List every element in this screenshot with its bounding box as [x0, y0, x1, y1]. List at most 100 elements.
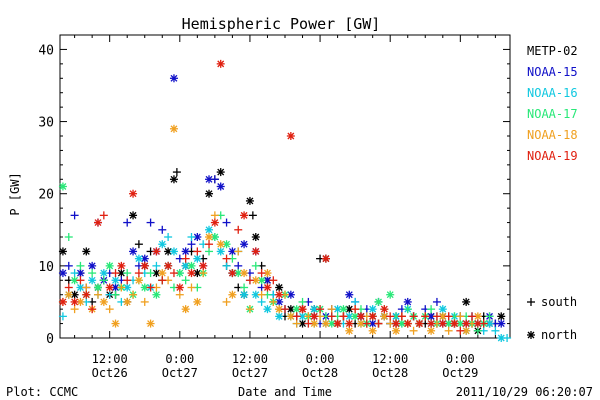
data-point-metp-02-34-d2 [252, 233, 260, 241]
data-point-metp-02-0-d2 [59, 247, 67, 255]
data-point-noaa-16-17-d2 [158, 240, 166, 248]
series-legend: METP-02 NOAA-15 NOAA-16 NOAA-17 NOAA-18 NOAA-… [527, 44, 578, 163]
y-tick-label-0: 0 [46, 332, 54, 347]
legend-entry-noaa-17: NOAA-17 [527, 107, 578, 121]
data-point-noaa-19-45-d2 [322, 255, 330, 263]
data-point-noaa-16-27-d2 [217, 247, 225, 255]
data-point-noaa-16-11-d2 [123, 284, 131, 291]
x-tick-day-label-1: Oct27 [162, 366, 198, 380]
data-point-noaa-18-11-d2 [123, 298, 131, 306]
data-point-noaa-18-37-d2 [275, 305, 283, 313]
data-point-noaa-16-43-d2 [310, 305, 318, 313]
data-point-noaa-18-3-d2 [76, 298, 84, 306]
data-point-metp-02-32-d2 [246, 197, 254, 205]
data-point-noaa-18-13-d2 [135, 276, 143, 284]
legend-entry-metp-02: METP-02 [527, 44, 578, 58]
y-tick-label-40: 40 [38, 43, 54, 58]
data-point-noaa-16-25-d2 [205, 226, 213, 234]
data-point-metp-02-2-d2 [71, 291, 79, 299]
data-point-noaa-16-73-d2 [486, 320, 494, 328]
y-tick-label-20: 20 [38, 188, 54, 203]
x-tick-day-label-3: Oct28 [302, 366, 338, 380]
data-point-noaa-18-15-d2 [147, 320, 155, 328]
data-point-noaa-17-48-d2 [339, 305, 347, 313]
data-point-noaa-17-8-d2 [106, 262, 114, 270]
data-point-noaa-19-37-d2 [275, 291, 283, 299]
data-point-metp-02-18-d2 [164, 247, 172, 255]
data-point-noaa-15-25-d2 [205, 175, 213, 183]
data-point-noaa-18-7-d2 [100, 298, 108, 306]
data-point-noaa-16-33-d2 [252, 291, 260, 299]
data-point-noaa-16-21-d2 [182, 262, 190, 270]
data-point-noaa-16-53-d2 [369, 305, 377, 313]
data-point-noaa-18-19-d2 [170, 125, 178, 133]
data-point-noaa-19-51-d2 [357, 312, 365, 320]
data-point-noaa-15-53-d2 [369, 320, 377, 328]
footer-plot-credit: Plot: CCMC [6, 385, 78, 399]
data-point-metp-02-40-d2 [287, 305, 295, 313]
data-point-noaa-15-35-d2 [264, 276, 271, 284]
data-point-metp-02-27-d2 [217, 168, 225, 176]
data-point-metp-02-10-d2 [117, 269, 125, 277]
x-tick-time-label-1: 0:00 [165, 352, 194, 366]
data-point-noaa-18-49-d2 [345, 327, 353, 335]
footer-timestamp: 2011/10/29 06:20:07 [456, 385, 593, 399]
data-point-noaa-19-12-d2 [129, 190, 137, 198]
data-point-noaa-16-49-d2 [345, 312, 353, 320]
data-point-noaa-18-21-d2 [182, 305, 190, 313]
y-tick-label-10: 10 [38, 260, 54, 275]
data-point-noaa-19-43-d2 [310, 312, 318, 320]
data-point-noaa-17-56-d2 [386, 291, 394, 299]
data-point-noaa-15-75-d2 [497, 320, 505, 328]
data-point-metp-02-38-d2 [275, 284, 283, 291]
data-point-noaa-17-20-d2 [176, 269, 184, 277]
data-point-noaa-16-41-d2 [299, 312, 306, 320]
data-point-noaa-18-29-d2 [228, 291, 236, 299]
data-point-noaa-15-12-d2 [129, 247, 137, 255]
data-point-noaa-15-59-d2 [404, 298, 412, 306]
data-point-noaa-17-34-d2 [258, 276, 266, 284]
x-tick-time-label-3: 0:00 [306, 352, 335, 366]
legend-entry-noaa-19: NOAA-19 [527, 149, 578, 163]
data-point-metp-02-19-d2 [170, 175, 178, 183]
data-point-noaa-15-0-d2 [59, 269, 67, 277]
data-point-noaa-16-65-d2 [439, 305, 447, 313]
data-point-noaa-19-57-d2 [392, 320, 400, 328]
data-point-noaa-19-16-d2 [152, 247, 160, 255]
data-point-noaa-15-19-d2 [170, 74, 178, 82]
data-point-noaa-16-7-d2 [100, 269, 108, 277]
series-noaa-18 [58, 124, 482, 335]
chart-title: Hemispheric Power [GW] [182, 15, 381, 33]
data-point-noaa-16-3-d2 [76, 284, 84, 291]
data-point-noaa-18-17-d2 [158, 269, 166, 277]
data-point-noaa-17-30-d2 [234, 269, 242, 277]
data-point-noaa-18-55-d2 [380, 312, 388, 320]
data-point-noaa-18-53-d2 [369, 327, 377, 335]
marker-legend: south north [527, 295, 577, 342]
y-tick-label-30: 30 [38, 116, 54, 131]
data-point-noaa-18-39-d2 [287, 312, 295, 320]
data-point-noaa-19-4-d2 [82, 291, 90, 299]
data-point-noaa-17-68-d2 [456, 320, 464, 328]
data-point-noaa-17-26-d2 [211, 233, 219, 241]
data-point-noaa-17-0-d2 [59, 183, 67, 190]
data-point-noaa-19-41-d2 [299, 305, 306, 313]
x-tick-time-label-0: 12:00 [92, 352, 128, 366]
data-point-noaa-19-47-d2 [334, 320, 342, 328]
x-tick-day-label-2: Oct27 [232, 366, 268, 380]
marker-legend-label-north: north [541, 328, 577, 342]
x-tick-day-label-5: Oct29 [442, 366, 478, 380]
data-point-noaa-15-23-d2 [193, 233, 201, 241]
data-point-noaa-19-8-d2 [106, 284, 114, 291]
data-point-noaa-18-25-d2 [205, 233, 213, 241]
data-point-noaa-19-65-d2 [439, 320, 447, 328]
data-point-noaa-19-2-d2 [71, 298, 79, 306]
legend-entry-noaa-15: NOAA-15 [527, 65, 578, 79]
data-point-noaa-17-22-d2 [188, 262, 195, 270]
data-point-noaa-15-21-d2 [182, 247, 190, 255]
data-point-noaa-16-37-d2 [275, 312, 283, 320]
data-point-noaa-17-28-d2 [223, 240, 231, 248]
data-point-noaa-18-57-d2 [392, 327, 400, 335]
data-point-noaa-18-31-d2 [240, 269, 248, 277]
data-point-noaa-19-22-d2 [188, 269, 195, 277]
